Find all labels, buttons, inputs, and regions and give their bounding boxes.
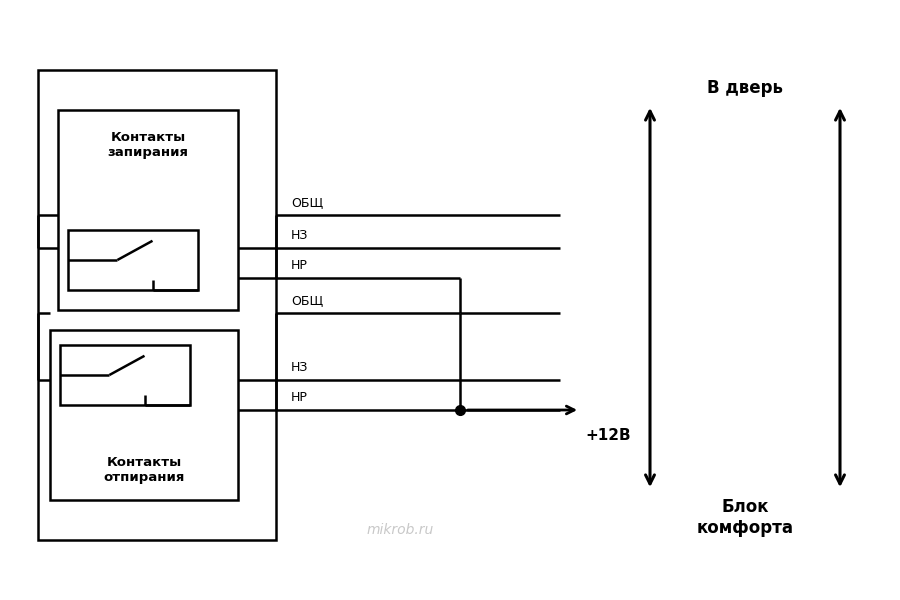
- Bar: [60, 345, 190, 405]
- Text: НР: НР: [291, 391, 308, 404]
- Text: Контакты
отпирания: Контакты отпирания: [104, 456, 184, 484]
- Text: НЗ: НЗ: [291, 361, 309, 374]
- Text: ОБЩ: ОБЩ: [291, 196, 323, 209]
- Text: Блок
комфорта: Блок комфорта: [697, 498, 794, 537]
- Text: ОБЩ: ОБЩ: [291, 294, 323, 307]
- Text: НЗ: НЗ: [291, 229, 309, 242]
- Text: mikrob.ru: mikrob.ru: [366, 523, 434, 537]
- Bar: [58, 110, 238, 310]
- Text: Контакты
запирания: Контакты запирания: [107, 131, 188, 159]
- Bar: [50, 330, 238, 500]
- Bar: [38, 70, 276, 540]
- Text: +12В: +12В: [585, 428, 631, 443]
- Text: В дверь: В дверь: [707, 79, 783, 97]
- Text: НР: НР: [291, 259, 308, 272]
- Bar: [68, 230, 198, 290]
